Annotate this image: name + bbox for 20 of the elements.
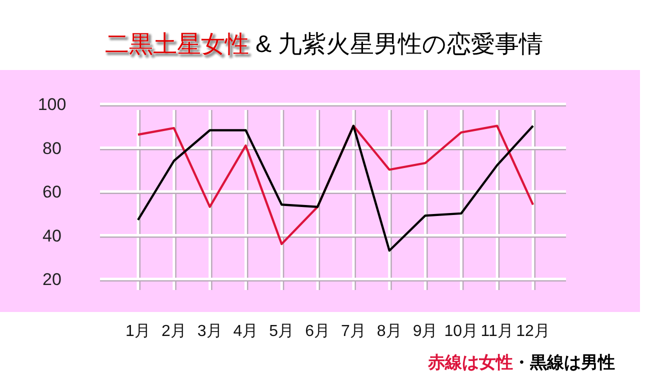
x-tick-label: 7月 [341, 323, 366, 340]
x-tick-label: 11月 [480, 323, 514, 340]
y-tick-label: 40 [42, 226, 62, 246]
text: 赤線は女性 [427, 353, 513, 372]
x-tick-label: 1月 [126, 323, 150, 340]
x-tick-label: 10月 [444, 323, 478, 340]
y-tick-label: 100 [38, 95, 66, 114]
y-tick-label: 60 [42, 182, 62, 202]
x-tick-label: 4月 [233, 323, 258, 340]
x-tick-label: 3月 [197, 323, 222, 340]
chart-title: 二黒土星女性 & 九紫火星男性の恋愛事情 [104, 31, 544, 58]
x-tick-label: 8月 [376, 323, 402, 340]
x-tick-label: 9月 [412, 323, 438, 340]
y-tick-label: 20 [42, 270, 62, 290]
x-tick-label: 12月 [516, 323, 550, 340]
text: ・黒線は男性 [513, 353, 615, 372]
y-tick-label: 80 [42, 138, 62, 158]
x-tick-label: 2月 [161, 323, 186, 340]
x-tick-label: 5月 [269, 323, 294, 340]
x-tick-label: 6月 [305, 323, 330, 340]
